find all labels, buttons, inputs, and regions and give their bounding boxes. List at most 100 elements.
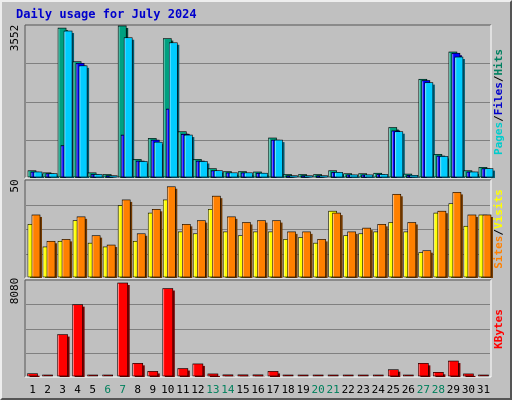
bar-kbytes-kbytes-day-11 (177, 368, 189, 377)
x-tick-label-day-29: 29 (447, 383, 460, 396)
x-tick-label-day-4: 4 (74, 383, 81, 396)
bar-traffic-pages-day-29 (454, 56, 464, 178)
bar-kbytes-kbytes-day-4 (72, 304, 83, 377)
bar-visitors-sites-day-8 (136, 233, 146, 278)
x-tick-label-day-9: 9 (149, 383, 156, 396)
bar-traffic-pages-day-11 (184, 134, 193, 178)
legend-part: Sites (492, 236, 505, 269)
panel-traffic-background (25, 25, 491, 178)
bar-traffic-pages-day-10 (168, 42, 178, 178)
bar-traffic-pages-day-6 (108, 175, 118, 178)
bar-traffic-pages-day-13 (214, 170, 223, 178)
x-tick-label-day-2: 2 (44, 383, 51, 396)
bar-traffic-pages-day-7 (123, 37, 133, 178)
bar-visitors-sites-day-25 (392, 193, 402, 278)
bar-traffic-pages-day-20 (319, 175, 328, 178)
bar-traffic-pages-day-23-shadow (366, 176, 375, 178)
bar-visitors-sites-day-31 (482, 214, 492, 278)
x-tick-label-day-13: 13 (206, 383, 219, 396)
bar-traffic-pages-day-26-shadow (411, 177, 420, 178)
bar-kbytes-kbytes-day-2 (42, 374, 53, 377)
bar-kbytes-kbytes-day-27 (418, 363, 429, 377)
bar-visitors-sites-day-28 (437, 210, 447, 278)
bar-traffic-pages-day-25 (394, 131, 404, 178)
bar-traffic-pages-day-12 (199, 161, 208, 178)
x-tick-label-day-21: 21 (327, 383, 340, 396)
bar-kbytes-kbytes-day-20 (312, 374, 324, 377)
x-tick-label-day-30: 30 (462, 383, 475, 396)
legend-part: Files (492, 82, 505, 115)
x-tick-label-day-10: 10 (161, 383, 174, 396)
bar-traffic-pages-day-16 (259, 172, 268, 178)
bar-traffic-pages-day-30 (469, 171, 479, 178)
bar-traffic-pages-day-18 (289, 175, 298, 178)
bar-visitors-sites-day-5 (91, 235, 101, 278)
bar-visitors-sites-day-19 (302, 231, 311, 278)
bar-kbytes-kbytes-day-3 (57, 334, 68, 377)
x-tick-label-day-24: 24 (372, 383, 386, 396)
bar-visitors-sites-day-1 (31, 214, 41, 278)
bar-kbytes-kbytes-day-7 (117, 282, 129, 377)
bar-traffic-pages-day-14 (229, 172, 238, 178)
bar-traffic-pages-day-23 (364, 174, 374, 178)
x-tick-label-day-15: 15 (236, 383, 249, 396)
bar-kbytes-kbytes-day-14 (222, 374, 234, 377)
bar-visitors-sites-day-12 (197, 220, 206, 278)
bar-kbytes-kbytes-day-30 (463, 373, 474, 377)
bar-traffic-pages-day-3 (63, 30, 73, 178)
bar-visitors-sites-day-23 (362, 227, 372, 278)
bar-kbytes-kbytes-day-21 (327, 374, 339, 377)
x-tick-label-day-1: 1 (29, 383, 36, 396)
panel-kbytes-ymax-label: 8080 (8, 278, 21, 305)
x-tick-label-day-18: 18 (281, 383, 294, 396)
bar-kbytes-kbytes-day-1-shadow (29, 375, 40, 377)
bar-kbytes-kbytes-day-25 (387, 369, 399, 377)
panel-traffic-ymax-label: 3552 (8, 25, 21, 52)
bar-traffic-pages-day-2 (48, 173, 58, 178)
bar-visitors-sites-day-30 (467, 214, 477, 278)
bar-kbytes-kbytes-day-19 (297, 374, 309, 377)
bar-traffic-pages-day-5 (93, 174, 103, 178)
bar-visitors-sites-day-17 (272, 220, 281, 278)
bar-visitors-sites-day-22 (347, 231, 356, 278)
bar-traffic-pages-day-17 (274, 139, 283, 178)
x-tick-label-day-26: 26 (402, 383, 415, 396)
bar-visitors-sites-day-21 (332, 212, 341, 278)
legend-part: Hits (492, 49, 505, 76)
bar-kbytes-kbytes-day-12 (192, 363, 204, 377)
bar-visitors-sites-day-4 (76, 216, 86, 278)
bar-kbytes-kbytes-day-22 (342, 374, 354, 377)
bar-traffic-pages-day-4 (78, 65, 88, 178)
bar-visitors-sites-day-10 (166, 186, 176, 278)
bar-kbytes-kbytes-day-28 (433, 372, 444, 377)
bar-kbytes-kbytes-day-23 (357, 374, 369, 377)
bar-kbytes-kbytes-day-16 (252, 374, 264, 377)
chart-title: Daily usage for July 2024 (16, 7, 197, 21)
x-tick-label-day-23: 23 (357, 383, 370, 396)
bar-kbytes-kbytes-day-24 (372, 374, 384, 377)
x-tick-label-day-22: 22 (342, 383, 355, 396)
legend-part: / (492, 75, 505, 82)
bar-visitors-sites-day-13 (212, 195, 221, 278)
bar-visitors-sites-day-15 (242, 222, 251, 278)
bar-traffic-pages-day-1 (33, 171, 43, 178)
bar-kbytes-kbytes-day-5 (87, 374, 98, 377)
x-tick-label-day-19: 19 (296, 383, 309, 396)
panel-visitors-ymax-label: 50 (8, 179, 21, 192)
bar-visitors-sites-day-3 (61, 239, 71, 278)
bar-traffic-pages-day-8 (138, 161, 148, 178)
legend-part: KBytes (492, 309, 505, 349)
bar-kbytes-kbytes-day-1 (27, 373, 38, 377)
bar-kbytes-kbytes-day-29 (448, 360, 459, 377)
x-tick-label-day-6: 6 (104, 383, 111, 396)
bar-visitors-sites-day-20 (317, 239, 326, 278)
bar-kbytes-kbytes-day-26 (403, 374, 414, 377)
bar-visitors-sites-day-16 (257, 220, 266, 278)
bar-traffic-pages-day-24 (379, 174, 389, 178)
bar-visitors-sites-day-26 (407, 222, 417, 278)
bar-visitors-sites-day-14 (227, 216, 236, 278)
x-tick-label-day-17: 17 (266, 383, 279, 396)
bar-visitors-sites-day-11 (182, 224, 191, 278)
panel-traffic-legend: Pages/Files/Hits (492, 49, 505, 155)
x-tick-label-day-25: 25 (387, 383, 400, 396)
